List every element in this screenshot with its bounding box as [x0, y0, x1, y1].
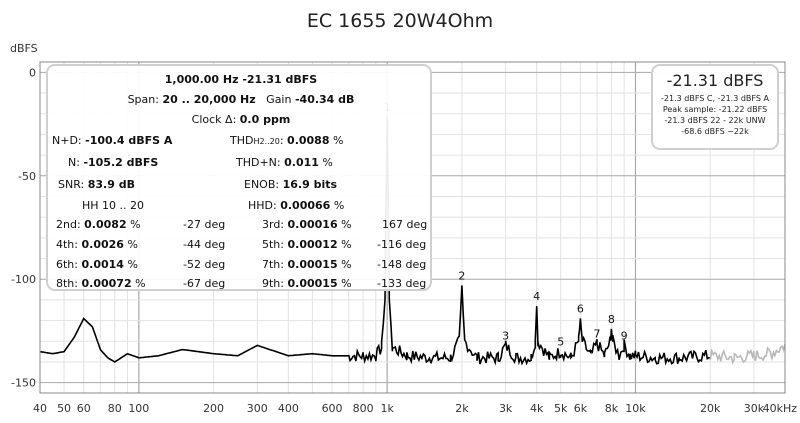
harmonic-phase-8: -67 deg	[183, 277, 226, 290]
x-tick-label: 40	[33, 402, 47, 415]
stats-panel: 1,000.00 Hz -21.31 dBFS Span: 20 .. 20,0…	[46, 64, 432, 291]
snr-readout: SNR: 83.9 dB	[58, 178, 135, 191]
plot-frame	[39, 61, 786, 394]
harmonic-phase-7: -148 deg	[377, 258, 427, 271]
harmonic-phase-6: -52 deg	[183, 258, 226, 271]
x-tick-label: 200	[203, 402, 224, 415]
x-tick-label: 80	[108, 402, 122, 415]
above-band-readout: -68.6 dBFS ~22k	[681, 127, 749, 136]
noise-readout: N: -105.2 dBFS	[68, 156, 159, 169]
harmonic-phase-3: 167 deg	[382, 218, 428, 231]
x-tick-label: 50	[57, 402, 71, 415]
harmonic-label-3: 3	[502, 329, 509, 342]
x-tick-label: 3k	[499, 402, 513, 415]
y-tick-label: -50	[18, 170, 36, 183]
harmonic-row-4: 4th: 0.0026 %	[56, 238, 138, 251]
harmonic-row-7: 7th: 0.00015 %	[262, 258, 352, 271]
harmonic-label-2: 2	[458, 269, 465, 282]
harmonic-label-7: 7	[594, 327, 601, 340]
harmonic-label-6: 6	[577, 303, 584, 316]
span-gain-readout: Span: 20 .. 20,000 Hz Gain -40.34 dB	[127, 93, 355, 106]
unweighted-readout: -21.3 dBFS 22 - 22k UNW	[664, 116, 766, 125]
x-tick-label: 4k	[530, 402, 544, 415]
spectrum-curves	[39, 116, 786, 366]
x-tick-label: 800	[353, 402, 374, 415]
thd-readout: THDH2..20: 0.0088 %	[230, 134, 344, 147]
x-tick-label: 6k	[574, 402, 588, 415]
harmonic-phase-4: -44 deg	[183, 238, 226, 251]
x-tick-label: 30k	[744, 402, 765, 415]
harmonic-row-8: 8th: 0.00072 %	[56, 277, 146, 290]
x-tick-label: 60	[77, 402, 91, 415]
hh-range-label: HH 10 .. 20	[82, 199, 145, 212]
spectrum-line-0	[39, 116, 711, 366]
y-tick-label: -150	[11, 377, 36, 390]
x-tick-label: 40kHz	[763, 402, 798, 415]
x-tick-label: 5k	[554, 402, 568, 415]
x-tick-label: 400	[278, 402, 299, 415]
harmonic-label-4: 4	[533, 290, 540, 303]
y-axis-unit-label: dBFS	[10, 42, 38, 55]
x-tick-label: 600	[322, 402, 343, 415]
level-weighted-readout: -21.3 dBFS C, -21.3 dBFS A	[661, 94, 769, 103]
harmonic-phase-5: -116 deg	[377, 238, 427, 251]
hhd-readout: HHD: 0.00066 %	[248, 199, 345, 212]
harmonic-row-9: 9th: 0.00015 %	[262, 277, 352, 290]
harmonic-label-9: 9	[621, 329, 628, 342]
spectrum-line-1	[709, 344, 786, 365]
x-tick-label: 10k	[625, 402, 646, 415]
thdn-readout: THD+N: 0.011 %	[236, 156, 333, 169]
clock-readout: Clock Δ: 0.0 ppm	[191, 113, 291, 126]
harmonic-label-8: 8	[608, 313, 615, 326]
y-tick-labels: 0 -50 -100 -150	[11, 66, 36, 389]
x-tick-label: 1k	[380, 402, 394, 415]
harmonic-row-5: 5th: 0.00012 %	[262, 238, 352, 251]
harmonic-row-2: 2nd: 0.0082 %	[56, 218, 141, 231]
nd-readout: N+D: -100.4 dBFS A	[52, 134, 173, 147]
x-tick-label: 2k	[455, 402, 469, 415]
chart-title: EC 1655 20W4Ohm	[306, 10, 494, 32]
x-tick-label: 100	[128, 402, 149, 415]
peak-sample-readout: Peak sample: -21.22 dBFS	[662, 105, 768, 114]
level-readout: -21.31 dBFS	[666, 71, 764, 90]
y-tick-label: 0	[29, 66, 36, 79]
harmonic-label-5: 5	[557, 336, 564, 349]
y-tick-label: -100	[11, 273, 36, 286]
level-meter-panel: -21.31 dBFS -21.3 dBFS C, -21.3 dBFS A P…	[651, 64, 779, 150]
harmonic-phase-2: -27 deg	[183, 218, 226, 231]
x-tick-labels: 40 50 60 80 100 200 300 400 600 800 1k 2k 3k 4k 5k 6k 8k…	[33, 402, 797, 415]
x-tick-label: 300	[247, 402, 268, 415]
x-tick-label: 20k	[700, 402, 721, 415]
enob-readout: ENOB: 16.9 bits	[244, 178, 338, 191]
fundamental-readout: 1,000.00 Hz -21.31 dBFS	[164, 73, 318, 86]
harmonic-row-6: 6th: 0.0014 %	[56, 258, 138, 271]
harmonic-phase-9: -133 deg	[377, 277, 427, 290]
x-tick-label: 8k	[605, 402, 619, 415]
harmonic-row-3: 3rd: 0.00016 %	[262, 218, 352, 231]
